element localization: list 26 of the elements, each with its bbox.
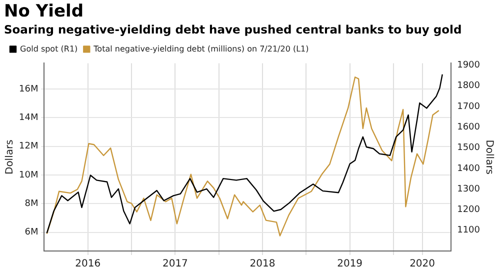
y-tick-label: 14M [19, 113, 38, 124]
y-tick-label: 8M [24, 199, 38, 210]
y2-tick-label: 1700 [457, 102, 480, 112]
y-axis-title: Dollars [4, 140, 16, 175]
y2-tick-label: 1400 [457, 164, 480, 174]
y2-tick-label: 1300 [457, 184, 480, 194]
y-tick-label: 10M [19, 170, 38, 180]
x-tick-label: 2016 [75, 258, 101, 270]
x-tick-label: 2019 [337, 258, 363, 270]
x-tick-label: 2018 [250, 258, 276, 270]
y2-tick-label: 1600 [457, 122, 480, 133]
y2-tick-label: 1900 [457, 60, 480, 71]
y2-axis-title: Dollars [483, 140, 494, 175]
legend-label: Gold spot (R1) [20, 44, 78, 54]
y2-tick-label: 1500 [457, 143, 480, 154]
y-tick-label: 16M [19, 84, 38, 94]
legend-label: Total negative-yielding debt (millions) on 7/21/20 (L1) [92, 44, 309, 54]
y2-tick-label: 1200 [457, 205, 480, 216]
chart-subtitle: Soaring negative-yielding debt have pushed central banks to buy gold [4, 22, 462, 36]
x-tick-label: 2020 [410, 258, 436, 270]
x-tick-label: 2017 [162, 258, 188, 270]
chart-title: No Yield [4, 2, 84, 22]
y-tick-label: 6M [24, 228, 38, 238]
y-tick-label: 12M [19, 142, 38, 152]
y2-tick-label: 1100 [457, 226, 480, 236]
y2-tick-label: 1800 [457, 81, 480, 92]
